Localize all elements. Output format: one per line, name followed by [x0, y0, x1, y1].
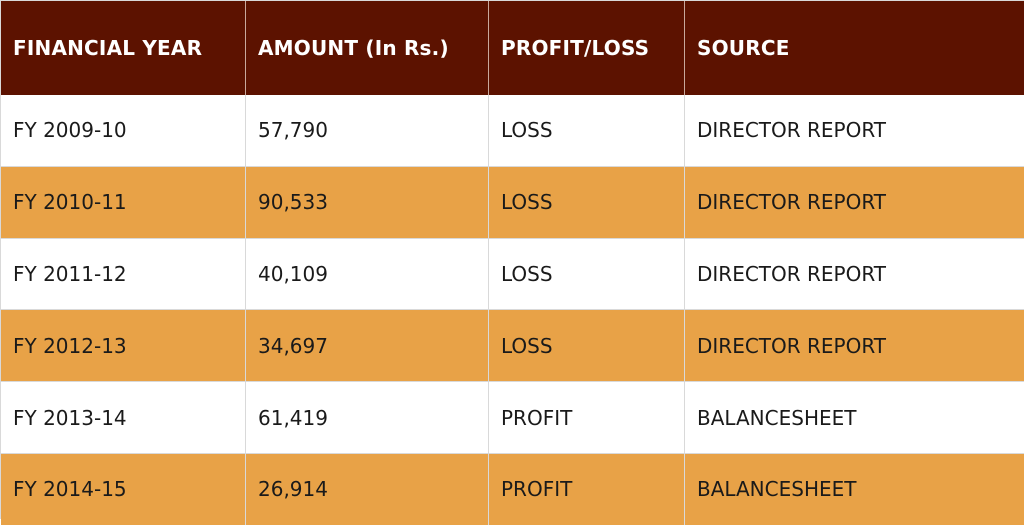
cell-profit-loss: PROFIT — [488, 382, 684, 453]
cell-amount: 90,533 — [245, 166, 488, 238]
column-header-amount: AMOUNT (In Rs.) — [245, 1, 488, 95]
table-row: FY 2013-14 61,419 PROFIT BALANCESHEET — [1, 381, 1024, 453]
cell-source: DIRECTOR REPORT — [684, 310, 1024, 382]
cell-financial-year: FY 2011-12 — [13, 261, 127, 286]
cell-financial-year: FY 2013-14 — [13, 405, 127, 430]
cell-amount: 61,419 — [245, 382, 488, 453]
column-header-profit-loss: PROFIT/LOSS — [488, 1, 684, 95]
cell-financial-year: FY 2009-10 — [13, 118, 127, 143]
cell-source: BALANCESHEET — [684, 453, 1024, 525]
cell-source: DIRECTOR REPORT — [684, 238, 1024, 310]
table-row: FY 2009-10 57,790 LOSS DIRECTOR REPORT — [1, 95, 1024, 166]
table-row: FY 2010-11 90,533 LOSS DIRECTOR REPORT — [1, 165, 1024, 238]
table-row: FY 2012-13 34,697 LOSS DIRECTOR REPORT — [1, 309, 1024, 382]
cell-amount: 40,109 — [245, 238, 488, 310]
cell-financial-year: FY 2014-15 — [13, 477, 127, 502]
cell-profit-loss: LOSS — [488, 238, 684, 310]
cell-source: DIRECTOR REPORT — [684, 95, 1024, 166]
table-row: FY 2011-12 40,109 LOSS DIRECTOR REPORT — [1, 237, 1024, 310]
cell-profit-loss: LOSS — [488, 166, 684, 238]
cell-amount: 57,790 — [245, 95, 488, 166]
cell-amount: 34,697 — [245, 310, 488, 382]
column-header-source: SOURCE — [684, 1, 1024, 95]
cell-profit-loss: LOSS — [488, 310, 684, 382]
table-header-row: FINANCIAL YEAR AMOUNT (In Rs.) PROFIT/LO… — [1, 1, 1024, 95]
cell-source: DIRECTOR REPORT — [684, 166, 1024, 238]
cell-source: BALANCESHEET — [684, 382, 1024, 453]
cell-financial-year: FY 2012-13 — [13, 333, 127, 358]
cell-profit-loss: PROFIT — [488, 453, 684, 525]
cell-amount: 26,914 — [245, 453, 488, 525]
column-header-financial-year: FINANCIAL YEAR — [13, 36, 203, 60]
table-row: FY 2014-15 26,914 PROFIT BALANCESHEET — [1, 452, 1024, 525]
cell-financial-year: FY 2010-11 — [13, 190, 127, 215]
cell-profit-loss: LOSS — [488, 95, 684, 166]
